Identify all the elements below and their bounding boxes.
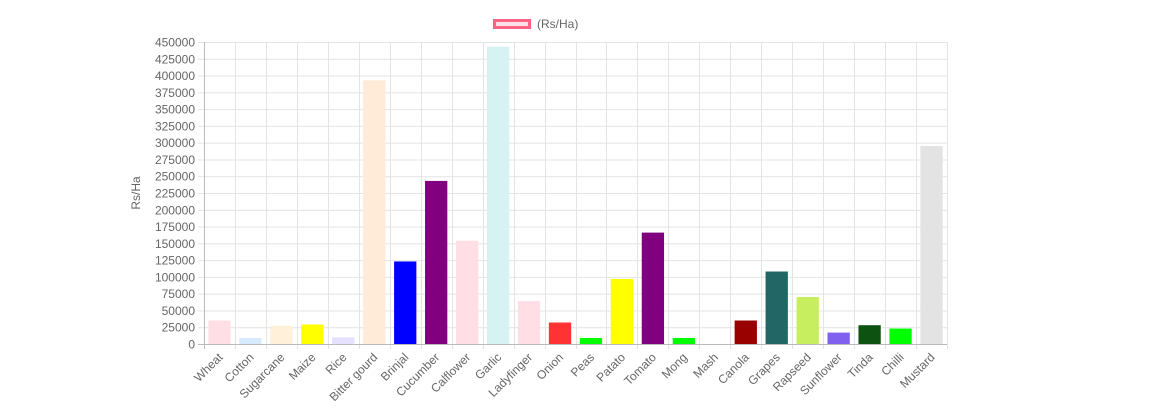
- bar: [332, 337, 355, 344]
- grid-lines: [198, 42, 948, 349]
- y-tick-label: 300000: [155, 136, 195, 150]
- bar: [548, 322, 572, 344]
- bar: [920, 146, 943, 344]
- bar: [858, 325, 881, 344]
- tick-labels: 0 25000 50000 75000 100000 125000 150000 175000…: [129, 36, 938, 404]
- bar: [301, 324, 324, 344]
- bar: [208, 320, 231, 344]
- y-tick-label: 0: [188, 338, 195, 352]
- y-tick-label: 150000: [155, 237, 195, 251]
- y-tick-label: 275000: [155, 153, 195, 167]
- y-tick-label: 25000: [162, 321, 196, 335]
- bar: [394, 261, 417, 344]
- bar: [672, 337, 695, 344]
- bar: [827, 332, 850, 344]
- y-tick-label: 425000: [155, 52, 195, 66]
- bar: [579, 337, 603, 344]
- y-axis-title: Rs/Ha: [129, 176, 143, 210]
- bar: [425, 180, 448, 344]
- y-tick-label: 200000: [155, 203, 195, 217]
- bar: [641, 232, 665, 344]
- bar: [456, 240, 479, 344]
- y-tick-label: 400000: [155, 69, 195, 83]
- y-tick-label: 50000: [162, 304, 196, 318]
- bar: [486, 46, 510, 344]
- chart-legend[interactable]: (Rs/Ha): [493, 17, 578, 31]
- x-tick-label: Onion: [534, 350, 567, 383]
- bar: [734, 320, 757, 344]
- x-tick-label: Tomato: [621, 350, 659, 388]
- y-tick-label: 450000: [155, 36, 195, 50]
- x-tick-label: Tinda: [845, 350, 876, 381]
- bars: [208, 46, 943, 345]
- bar: [796, 297, 819, 344]
- y-tick-label: 325000: [155, 119, 195, 133]
- bar: [610, 278, 634, 344]
- bar: [517, 301, 541, 344]
- y-tick-label: 375000: [155, 86, 195, 100]
- x-tick-label: Maize: [286, 350, 319, 383]
- legend-label: (Rs/Ha): [537, 17, 579, 31]
- bar: [363, 80, 386, 345]
- x-tick-label: Canola: [715, 350, 752, 387]
- y-tick-label: 175000: [155, 220, 195, 234]
- x-tick-label: Mong: [659, 350, 690, 381]
- y-tick-label: 225000: [155, 187, 195, 201]
- x-tick-label: Mustard: [897, 350, 938, 391]
- y-tick-label: 125000: [155, 254, 195, 268]
- x-tick-label: Rice: [323, 350, 350, 377]
- legend-swatch: [493, 19, 531, 29]
- bar: [239, 337, 262, 344]
- y-tick-label: 250000: [155, 170, 195, 184]
- y-tick-label: 100000: [155, 270, 195, 284]
- bar: [765, 271, 788, 344]
- y-tick-label: 75000: [162, 287, 196, 301]
- y-tick-label: 350000: [155, 103, 195, 117]
- bar: [270, 325, 293, 344]
- bar: [889, 328, 912, 344]
- x-tick-label: Wheat: [191, 350, 226, 385]
